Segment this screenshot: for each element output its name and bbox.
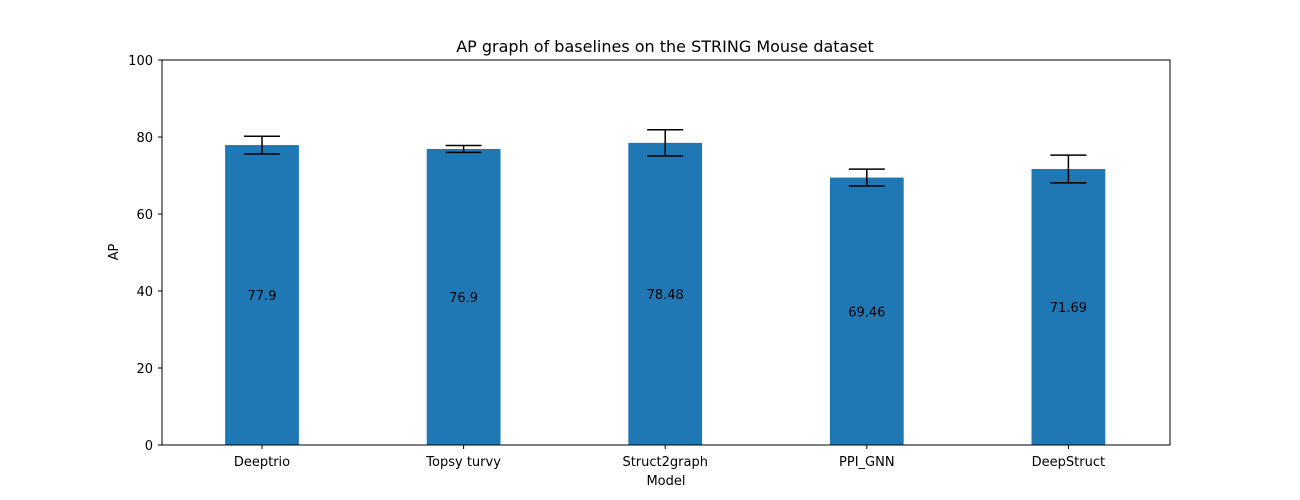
bar-3: [829, 177, 904, 446]
bars-group: [225, 142, 1106, 446]
bar-0: [225, 145, 299, 445]
bar-4: [1031, 168, 1106, 445]
value-labels-group: 77.9 76.9 78.48 69.46 71.69: [248, 288, 1087, 320]
bar-1: [426, 148, 501, 445]
plot-area-frame: [161, 59, 1171, 446]
y-tick-label-2: 40: [136, 285, 153, 300]
x-axis-label: Model: [646, 474, 685, 489]
y-axis: 0 20 40 60 80 100: [128, 54, 162, 454]
y-tick-label-0: 0: [145, 439, 153, 454]
x-axis: Deeptrio Topsy turvy Struct2graph PPI_GNN De…: [234, 445, 1105, 470]
y-tick-label-4: 80: [136, 131, 153, 146]
y-axis-label: AP: [107, 243, 122, 260]
y-tick-label-5: 100: [128, 54, 153, 69]
bar-2: [628, 142, 703, 446]
x-tick-label-4: DeepStruct: [1032, 455, 1105, 470]
data-label-2: 78.48: [647, 288, 684, 303]
y-tick-label-3: 60: [136, 208, 153, 223]
x-tick-label-2: Struct2graph: [622, 455, 708, 470]
data-label-4: 71.69: [1050, 301, 1087, 316]
data-label-1: 76.9: [449, 291, 478, 306]
chart-title: AP graph of baselines on the STRING Mous…: [456, 37, 874, 56]
error-bars-group: [244, 129, 1087, 187]
data-label-0: 77.9: [248, 289, 277, 304]
y-tick-label-1: 20: [136, 362, 153, 377]
data-label-3: 69.46: [848, 305, 885, 320]
x-tick-label-1: Topsy turvy: [425, 455, 501, 470]
x-tick-label-3: PPI_GNN: [839, 455, 895, 470]
x-tick-label-0: Deeptrio: [234, 455, 290, 470]
